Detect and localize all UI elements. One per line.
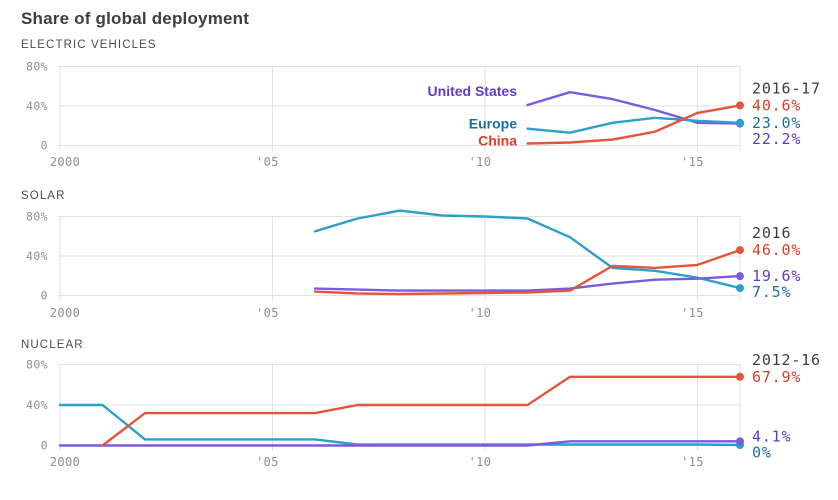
series-label-europe: Europe: [469, 116, 517, 132]
line-china: [313, 248, 742, 296]
x-axis-tick-label: '15: [681, 306, 704, 320]
period-label: 2016-17: [752, 79, 821, 97]
x-axis-tick-label: '15: [681, 155, 704, 169]
x-axis-tick-label: 2000: [50, 155, 81, 169]
x-axis-tick-label: '15: [681, 455, 704, 469]
line-united-states: [526, 90, 742, 125]
y-axis-tick-label: 40%: [26, 398, 48, 412]
panel-header-electric-vehicles: ELECTRIC VEHICLES: [21, 39, 157, 51]
endpoint-dot-europe: [736, 118, 744, 127]
line-china: [526, 104, 742, 145]
endpoint-dot-china: [736, 246, 744, 255]
y-axis-tick-label: 0: [41, 289, 48, 303]
x-axis-tick-label: '05: [256, 306, 279, 320]
x-axis-tick-label: 2000: [50, 455, 81, 469]
end-value-label-europe: 0%: [752, 444, 772, 462]
line-europe: [313, 209, 742, 290]
series-label-china: China: [478, 133, 517, 149]
end-value-label-china: 40.6%: [752, 96, 801, 114]
y-axis-tick-label: 40%: [26, 99, 48, 113]
y-axis-tick-label: 80%: [26, 60, 48, 74]
x-axis-tick-label: '05: [256, 155, 279, 169]
series-label-united-states: United States: [428, 83, 518, 99]
end-value-label-united-states: 19.6%: [752, 267, 801, 285]
line-europe: [526, 116, 742, 134]
line-europe: [58, 403, 742, 447]
endpoint-dot-china: [736, 101, 744, 110]
line-china: [101, 375, 742, 447]
page-title: Share of global deployment: [21, 9, 250, 28]
line-united-states: [313, 274, 742, 292]
endpoint-dot-united-states: [736, 272, 744, 281]
panel-header-nuclear: NUCLEAR: [21, 339, 84, 351]
endpoint-dot-europe: [736, 284, 744, 293]
x-axis-tick-label: '05: [256, 455, 279, 469]
y-axis-tick-label: 40%: [26, 249, 48, 263]
x-axis-tick-label: '10: [469, 155, 492, 169]
end-value-label-china: 46.0%: [752, 241, 801, 259]
end-value-label-united-states: 22.2%: [752, 130, 801, 148]
x-axis-tick-label: '10: [469, 455, 492, 469]
end-value-label-china: 67.9%: [752, 368, 801, 386]
line-united-states: [58, 440, 742, 447]
y-axis-tick-label: 0: [41, 139, 48, 153]
panel-header-solar: SOLAR: [21, 190, 66, 202]
y-axis-tick-label: 0: [41, 439, 48, 453]
end-value-label-europe: 23.0%: [752, 114, 801, 132]
x-axis-tick-label: '10: [469, 306, 492, 320]
period-label: 2012-16: [752, 351, 821, 369]
end-value-label-united-states: 4.1%: [752, 428, 791, 446]
end-value-label-europe: 7.5%: [752, 283, 791, 301]
endpoint-dot-china: [736, 372, 744, 381]
period-label: 2016: [752, 224, 791, 242]
endpoint-dot-united-states: [736, 437, 744, 446]
y-axis-tick-label: 80%: [26, 210, 48, 224]
x-axis-tick-label: 2000: [50, 306, 81, 320]
y-axis-tick-label: 80%: [26, 358, 48, 372]
